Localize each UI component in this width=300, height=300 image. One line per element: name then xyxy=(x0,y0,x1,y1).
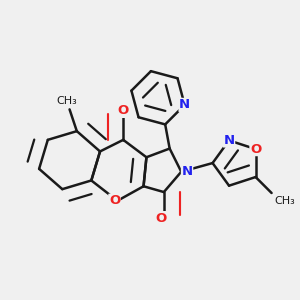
Text: N: N xyxy=(182,165,193,178)
Text: O: O xyxy=(155,212,167,225)
Text: CH₃: CH₃ xyxy=(56,97,77,106)
Text: O: O xyxy=(118,104,129,117)
Text: O: O xyxy=(109,194,120,207)
Text: CH₃: CH₃ xyxy=(274,196,295,206)
Text: N: N xyxy=(179,98,190,111)
Text: N: N xyxy=(224,134,235,147)
Text: O: O xyxy=(250,142,261,156)
